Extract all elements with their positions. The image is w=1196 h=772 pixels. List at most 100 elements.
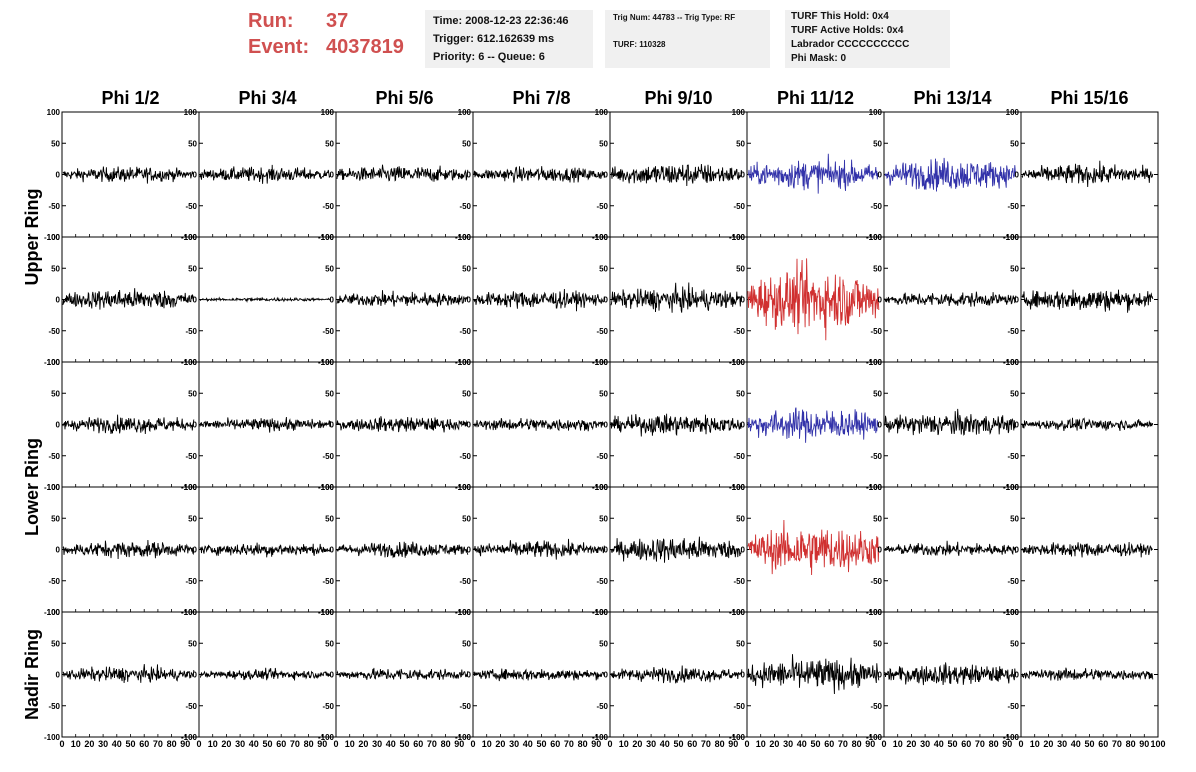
trigger-text: Trigger: 612.162639 ms (433, 33, 555, 45)
y-tick-label: -50 (185, 577, 197, 586)
y-tick-label: 100 (869, 608, 883, 617)
x-tick-label: 0 (470, 739, 475, 749)
waveform-line (884, 662, 1017, 686)
y-tick-label: 0 (193, 671, 198, 680)
waveform-line (473, 417, 605, 432)
y-tick-label: 100 (321, 233, 335, 242)
x-tick-label: 30 (783, 739, 793, 749)
y-tick-label: 100 (732, 608, 746, 617)
y-tick-label: 50 (462, 514, 471, 523)
turf-active-text: TURF Active Holds: 0x4 (791, 25, 904, 36)
y-tick-label: -50 (1007, 577, 1019, 586)
x-tick-label: 10 (1030, 739, 1040, 749)
y-tick-label: 0 (193, 546, 198, 555)
y-tick-label: 100 (732, 358, 746, 367)
y-tick-label: -100 (318, 733, 335, 742)
x-tick-label: 60 (139, 739, 149, 749)
y-tick-label: -50 (48, 452, 60, 461)
y-tick-label: 0 (604, 421, 609, 430)
event-value: 4037819 (326, 36, 404, 58)
y-tick-label: -50 (185, 452, 197, 461)
x-tick-label: 40 (934, 739, 944, 749)
x-tick-label: 70 (427, 739, 437, 749)
y-tick-label: -50 (1007, 202, 1019, 211)
waveform-line (610, 163, 743, 187)
y-tick-label: 0 (1015, 421, 1020, 430)
y-tick-label: 50 (1010, 139, 1019, 148)
y-tick-label: 50 (462, 139, 471, 148)
y-tick-label: -50 (733, 577, 745, 586)
y-tick-label: 0 (878, 421, 883, 430)
run-event-header: Run: 37 Event: 4037819 (248, 8, 418, 64)
y-tick-label: 0 (741, 671, 746, 680)
x-tick-label: 80 (441, 739, 451, 749)
x-tick-label: 0 (196, 739, 201, 749)
trig-num-box: Trig Num: 44783 -- Trig Type: RF TURF: 1… (605, 10, 770, 68)
x-tick-label: 50 (1084, 739, 1094, 749)
waveform-line (336, 164, 469, 182)
x-tick-label: 50 (947, 739, 957, 749)
waveform-line (747, 407, 880, 443)
y-tick-label: 50 (51, 514, 60, 523)
column-header: Phi 13/14 (913, 88, 991, 108)
waveform-line (199, 164, 332, 184)
x-tick-label: 0 (607, 739, 612, 749)
x-tick-label: 40 (112, 739, 122, 749)
y-tick-label: 50 (51, 389, 60, 398)
x-tick-label: 70 (975, 739, 985, 749)
x-tick-label: 70 (153, 739, 163, 749)
y-tick-label: 0 (1015, 671, 1020, 680)
x-tick-label: 90 (180, 739, 190, 749)
y-tick-label: 50 (599, 264, 608, 273)
y-tick-label: 0 (1015, 296, 1020, 305)
y-tick-label: -100 (44, 608, 61, 617)
y-tick-label: -100 (866, 733, 883, 742)
x-tick-label: 50 (399, 739, 409, 749)
y-tick-label: 50 (51, 139, 60, 148)
x-tick-label: 80 (1126, 739, 1136, 749)
waveform-line (62, 664, 195, 684)
y-tick-label: 50 (188, 639, 197, 648)
x-tick-label: 50 (262, 739, 272, 749)
y-tick-label: 0 (467, 296, 472, 305)
y-tick-label: 50 (736, 639, 745, 648)
time-text: Time: 2008-12-23 22:36:46 (433, 15, 569, 27)
y-tick-label: 100 (732, 483, 746, 492)
x-tick-label: 30 (98, 739, 108, 749)
waveform-line (1021, 667, 1154, 681)
y-tick-label: -50 (596, 702, 608, 711)
y-tick-label: 100 (47, 608, 61, 617)
y-tick-label: 0 (878, 296, 883, 305)
y-tick-label: 0 (193, 296, 198, 305)
y-tick-label: -50 (48, 327, 60, 336)
x-tick-label: 80 (578, 739, 588, 749)
waveform-line (747, 153, 880, 194)
y-tick-label: 50 (1010, 514, 1019, 523)
y-tick-label: 100 (595, 108, 609, 117)
y-tick-label: 50 (51, 264, 60, 273)
x-tick-label: 0 (881, 739, 886, 749)
run-value: 37 (326, 10, 349, 32)
y-tick-label: 0 (467, 171, 472, 180)
x-tick-label: 70 (838, 739, 848, 749)
x-tick-label: 60 (1098, 739, 1108, 749)
column-header: Phi 15/16 (1050, 88, 1128, 108)
y-tick-label: 0 (56, 546, 61, 555)
y-tick-label: -50 (733, 702, 745, 711)
x-tick-label: 40 (797, 739, 807, 749)
y-tick-label: 50 (873, 514, 882, 523)
x-tick-label: 80 (304, 739, 314, 749)
x-tick-label: 10 (71, 739, 81, 749)
waveform-line (610, 536, 743, 563)
y-tick-label: 100 (1006, 233, 1020, 242)
y-tick-label: 50 (1010, 389, 1019, 398)
y-tick-label: -50 (48, 702, 60, 711)
y-tick-label: 100 (184, 608, 198, 617)
x-tick-label: 90 (865, 739, 875, 749)
y-tick-label: 0 (604, 546, 609, 555)
x-tick-label: 50 (673, 739, 683, 749)
y-tick-label: 50 (188, 389, 197, 398)
x-tick-label: 20 (769, 739, 779, 749)
y-tick-label: 100 (47, 358, 61, 367)
y-tick-label: 50 (736, 139, 745, 148)
